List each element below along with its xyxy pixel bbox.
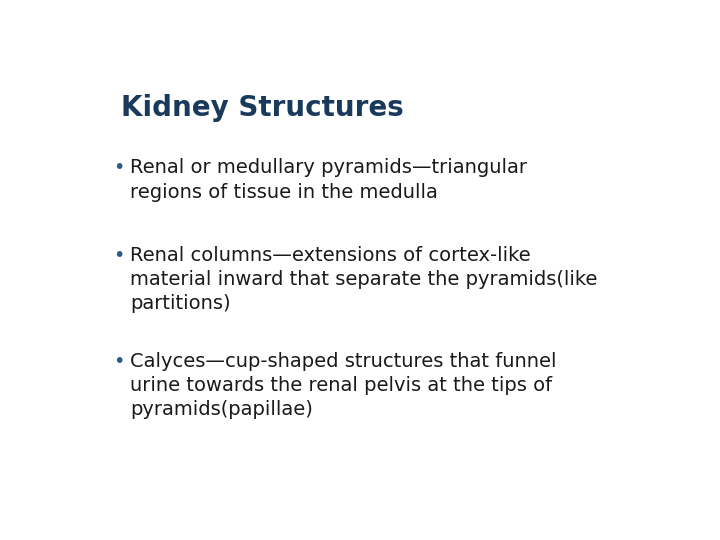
Text: Calyces—cup-shaped structures that funnel
urine towards the renal pelvis at the : Calyces—cup-shaped structures that funne… bbox=[130, 352, 557, 419]
Text: Kidney Structures: Kidney Structures bbox=[121, 94, 403, 122]
Text: Renal columns—extensions of cortex-like
material inward that separate the pyrami: Renal columns—extensions of cortex-like … bbox=[130, 246, 598, 313]
Text: •: • bbox=[114, 352, 125, 370]
Text: •: • bbox=[114, 158, 125, 177]
Text: •: • bbox=[114, 246, 125, 265]
Text: Renal or medullary pyramids—triangular
regions of tissue in the medulla: Renal or medullary pyramids—triangular r… bbox=[130, 158, 527, 201]
